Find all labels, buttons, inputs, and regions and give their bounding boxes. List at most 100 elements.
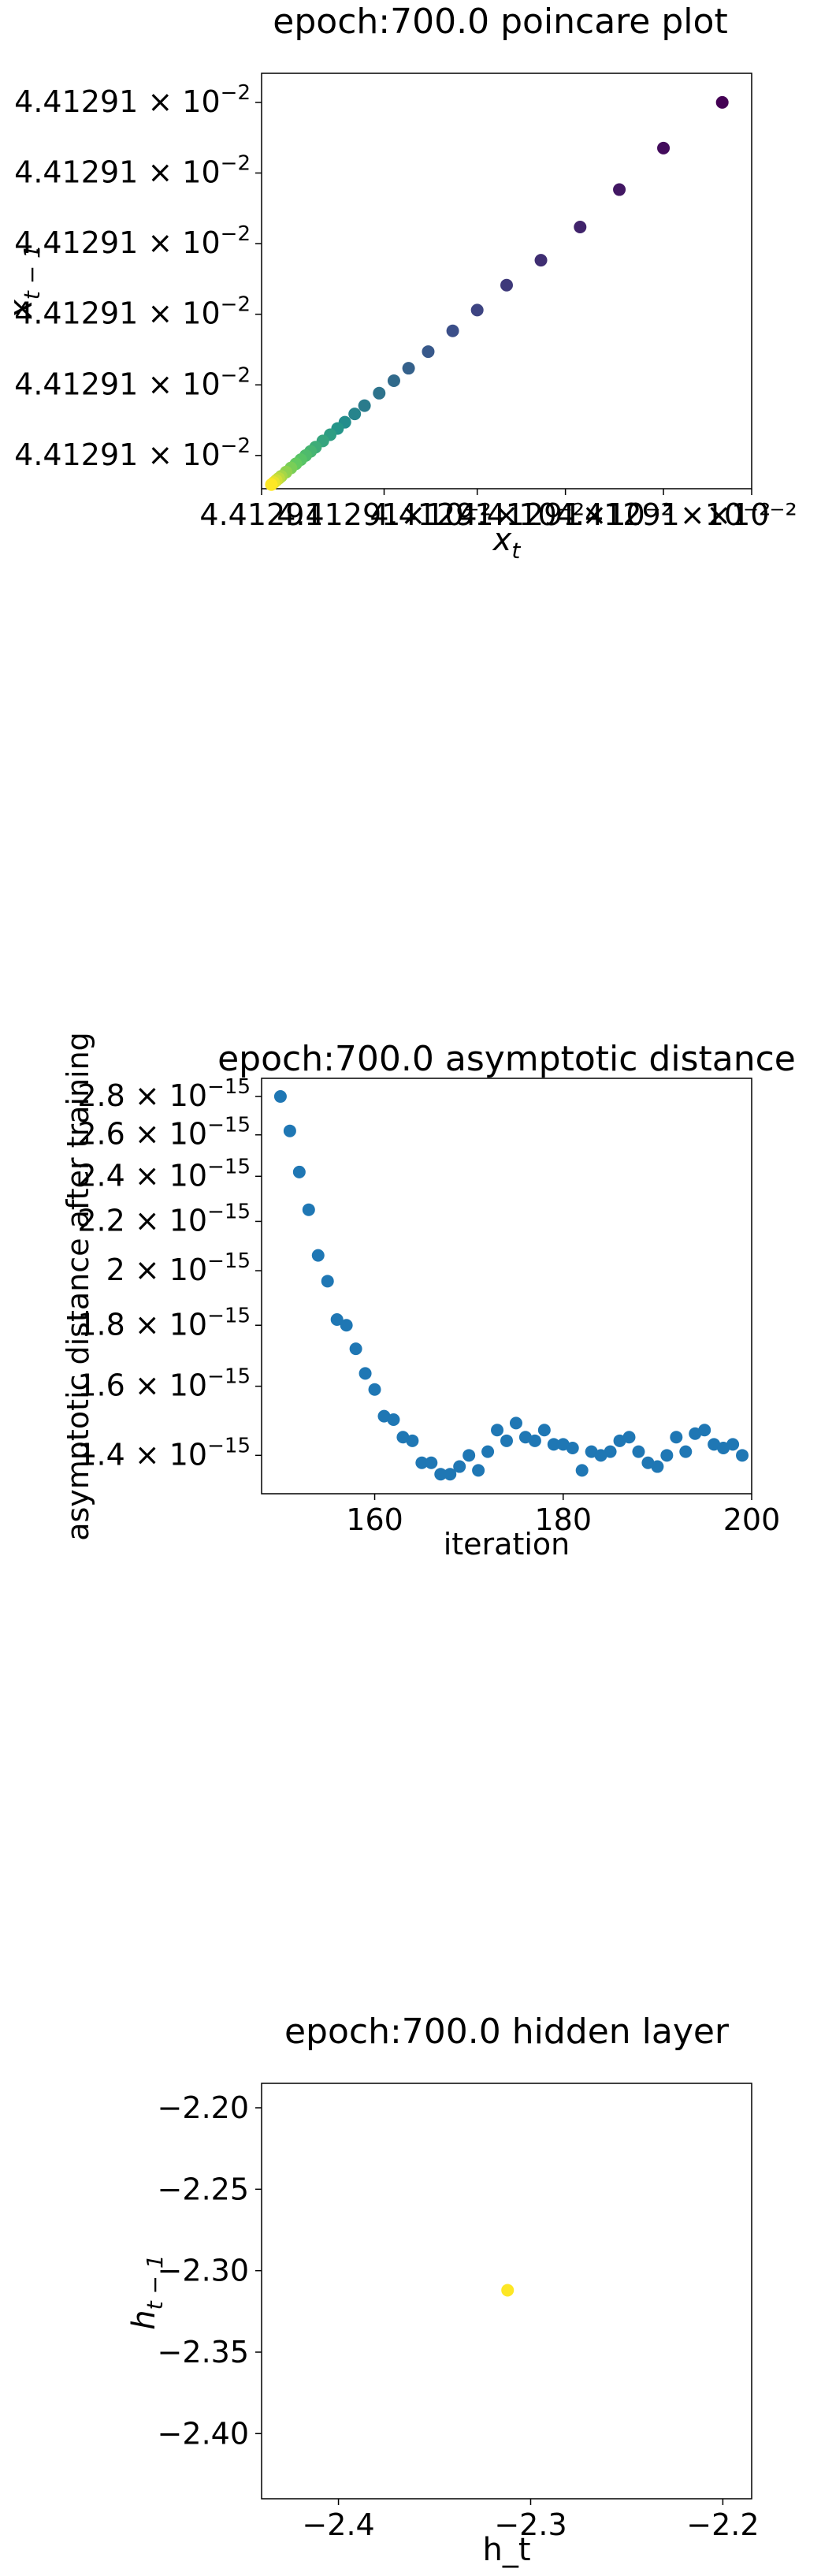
y-tick-label: 4.41291 × 10−2 <box>14 293 251 331</box>
distance-point <box>509 1416 522 1430</box>
poincare-point <box>500 278 513 292</box>
distance-point <box>340 1319 353 1332</box>
x-tick-label: 160 <box>346 1502 403 1537</box>
distance-point <box>491 1424 504 1437</box>
distance-point <box>425 1456 438 1469</box>
x-tick-label: 4.41291×10⁻² <box>370 497 585 532</box>
distance-point <box>698 1424 711 1437</box>
distance-point <box>622 1431 636 1444</box>
y-tick-label: 2.2 × 10−15 <box>77 1200 251 1238</box>
distance-point <box>387 1413 400 1427</box>
poincare-point <box>657 141 671 154</box>
poincare-points <box>265 95 729 491</box>
x-tick-label: 4.41291×10⁻² <box>556 497 771 532</box>
poincare-panel: epoch:700.0 poincare plot 4.41291 × 10−2… <box>3 2 797 564</box>
distance-point <box>537 1424 551 1437</box>
y-tick-label: 2.6 × 10−15 <box>77 1114 251 1152</box>
hidden-layer-points <box>501 2284 515 2297</box>
distance-point <box>311 1249 325 1262</box>
distance-point <box>415 1456 429 1469</box>
poincare-point <box>534 254 548 267</box>
x-tick-label: −2.3 <box>494 2507 567 2542</box>
poincare-point <box>358 399 371 412</box>
distance-point <box>444 1468 457 1481</box>
distance-point <box>726 1438 740 1451</box>
hidden-layer-plot-frame <box>261 2083 752 2500</box>
y-tick-label: −2.25 <box>158 2172 249 2206</box>
y-tick-label: 4.41291 × 10−2 <box>14 434 251 472</box>
poincare-point <box>348 408 362 421</box>
y-tick-label: 4.41291 × 10−2 <box>14 81 251 119</box>
distance-point <box>566 1442 579 1455</box>
hidden-layer-title: epoch:700.0 hidden layer <box>284 2012 730 2052</box>
x-tick-label: 4.41291 <box>199 497 323 532</box>
y-tick-label: 4.41291 × 10−2 <box>14 151 251 189</box>
distance-point <box>632 1445 645 1458</box>
distance-point <box>472 1464 485 1477</box>
hidden-layer-panel: epoch:700.0 hidden layer −2.40 −2.35 −2.30… <box>126 2012 760 2568</box>
distance-point <box>604 1445 617 1458</box>
distance-point <box>463 1449 476 1462</box>
y-tick-label: −2.30 <box>158 2254 249 2288</box>
poincare-point <box>373 386 386 400</box>
poincare-point <box>715 95 729 109</box>
distance-point <box>651 1460 664 1473</box>
distance-point <box>481 1445 495 1458</box>
distance-point <box>670 1431 683 1444</box>
distance-point <box>660 1449 674 1462</box>
x-tick-label: 200 <box>723 1502 781 1537</box>
y-tick-label: 2 × 10−15 <box>106 1249 251 1287</box>
poincare-point <box>265 478 278 491</box>
x-tick-label: −2.2 <box>686 2507 759 2542</box>
poincare-y-ticks: 4.41291 × 10−2 4.41291 × 10−2 4.41291 × 10… <box>14 81 262 472</box>
hidden-layer-y-label: ht − 1 <box>126 2254 168 2329</box>
distance-point <box>736 1449 749 1462</box>
poincare-point <box>446 324 459 337</box>
x-tick-label: ×10⁻² <box>706 497 797 532</box>
y-tick-label: 1.4 × 10−15 <box>77 1434 251 1472</box>
distance-point <box>368 1383 381 1396</box>
distance-point <box>292 1165 306 1178</box>
y-tick-label: 1.6 × 10−15 <box>77 1365 251 1403</box>
x-tick-label: 4.41291×10⁻² <box>277 497 492 532</box>
poincare-point <box>574 220 587 233</box>
distance-point <box>283 1124 296 1137</box>
poincare-point <box>402 362 415 375</box>
poincare-point <box>470 303 484 317</box>
poincare-plot-frame <box>261 73 752 490</box>
y-tick-label: −2.20 <box>158 2090 249 2125</box>
poincare-y-label: xt − 1 <box>3 244 45 320</box>
distance-point <box>406 1434 419 1447</box>
y-tick-label: 4.41291 × 10−2 <box>14 363 251 401</box>
poincare-point <box>422 345 435 359</box>
y-tick-label: −2.40 <box>158 2416 249 2451</box>
y-tick-label: 2.8 × 10−15 <box>77 1075 251 1113</box>
poincare-point <box>613 183 626 196</box>
hidden-layer-x-ticks: −2.4 −2.3 −2.2 <box>302 2499 760 2542</box>
poincare-x-ticks: 4.412914.41291×10⁻²4.41291×10⁻²4.41291×1… <box>199 489 797 532</box>
y-tick-label: 2.4 × 10−15 <box>77 1155 251 1193</box>
poincare-point <box>387 374 400 387</box>
distance-point <box>349 1342 362 1356</box>
asymptotic-plot-frame <box>261 1078 752 1495</box>
distance-point <box>321 1275 334 1288</box>
x-tick-label: 180 <box>535 1502 593 1537</box>
x-tick-label: −2.4 <box>302 2507 374 2542</box>
distance-point <box>547 1438 560 1451</box>
hidden-layer-y-ticks: −2.40 −2.35 −2.30 −2.25 −2.20 <box>158 2090 262 2451</box>
distance-point <box>575 1464 589 1477</box>
y-tick-label: 1.8 × 10−15 <box>77 1304 251 1342</box>
y-tick-label: 4.41291 × 10−2 <box>14 222 251 260</box>
distance-point <box>453 1460 466 1473</box>
hidden-layer-x-label: h_t <box>482 2532 530 2568</box>
asymptotic-distance-panel: epoch:700.0 asymptotic distance 1.4 × 10… <box>61 1032 796 1562</box>
x-tick-label: 4.41291×10⁻² <box>458 497 673 532</box>
distance-point <box>358 1367 372 1380</box>
asymptotic-x-ticks: 160 180 200 <box>346 1494 780 1537</box>
asymptotic-points <box>273 1090 749 1481</box>
y-tick-label: −2.35 <box>158 2335 249 2369</box>
distance-point <box>500 1434 513 1447</box>
distance-point <box>679 1445 693 1458</box>
distance-point <box>330 1312 344 1326</box>
